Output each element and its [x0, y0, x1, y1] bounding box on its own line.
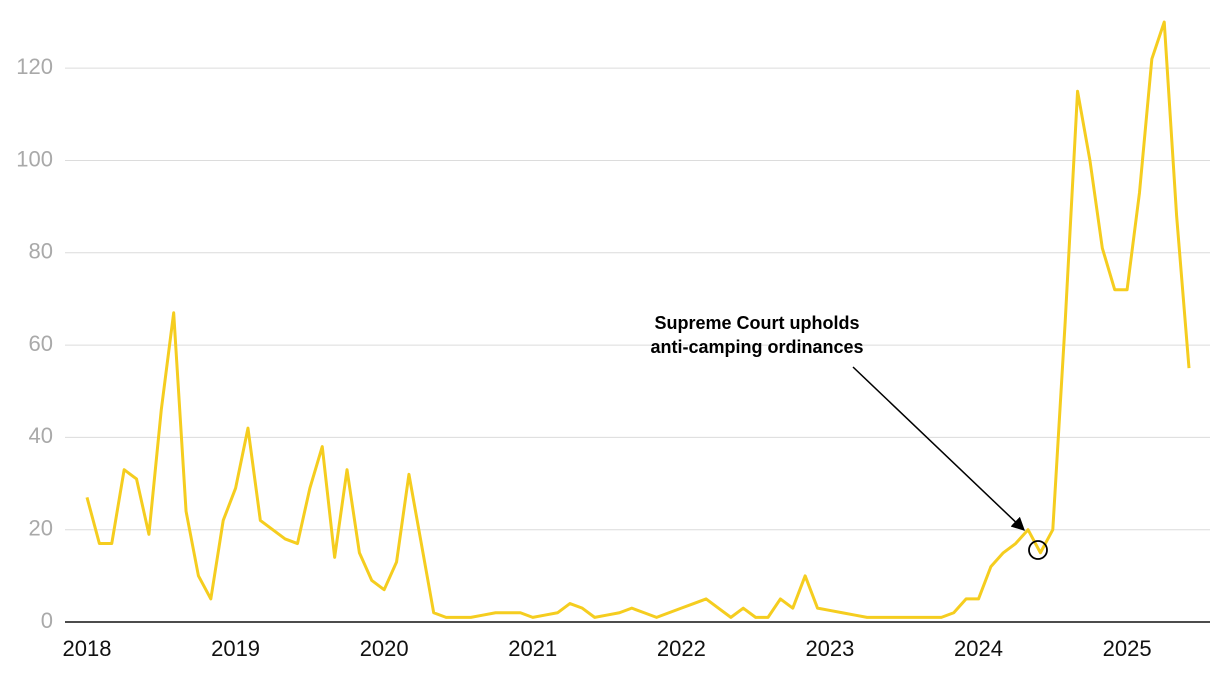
y-tick-label: 80: [29, 239, 53, 264]
grid: [65, 67, 1210, 623]
x-tick-label: 2021: [508, 636, 557, 661]
annotation: anti-camping ordinances: [650, 337, 863, 357]
y-tick-label: 40: [29, 423, 53, 448]
x-tick-label: 2019: [211, 636, 260, 661]
x-tick-label: 2024: [954, 636, 1003, 661]
x-tick-label: 2022: [657, 636, 706, 661]
y-tick-label: 60: [29, 331, 53, 356]
y-tick-label: 0: [41, 608, 53, 633]
line: [85, 20, 1191, 619]
y-tick-label: 120: [16, 54, 53, 79]
y-tick-label: 20: [29, 516, 53, 541]
x-tick-label: 2018: [63, 636, 112, 661]
x-tick-label: 2020: [360, 636, 409, 661]
annotation-circle: [1028, 540, 1048, 560]
annotation: Supreme Court upholds: [654, 313, 859, 333]
x-tick-label: 2023: [805, 636, 854, 661]
y-tick-label: 100: [16, 146, 53, 171]
x-tick-label: 2025: [1103, 636, 1152, 661]
annotation-arrow: [852, 366, 1025, 531]
